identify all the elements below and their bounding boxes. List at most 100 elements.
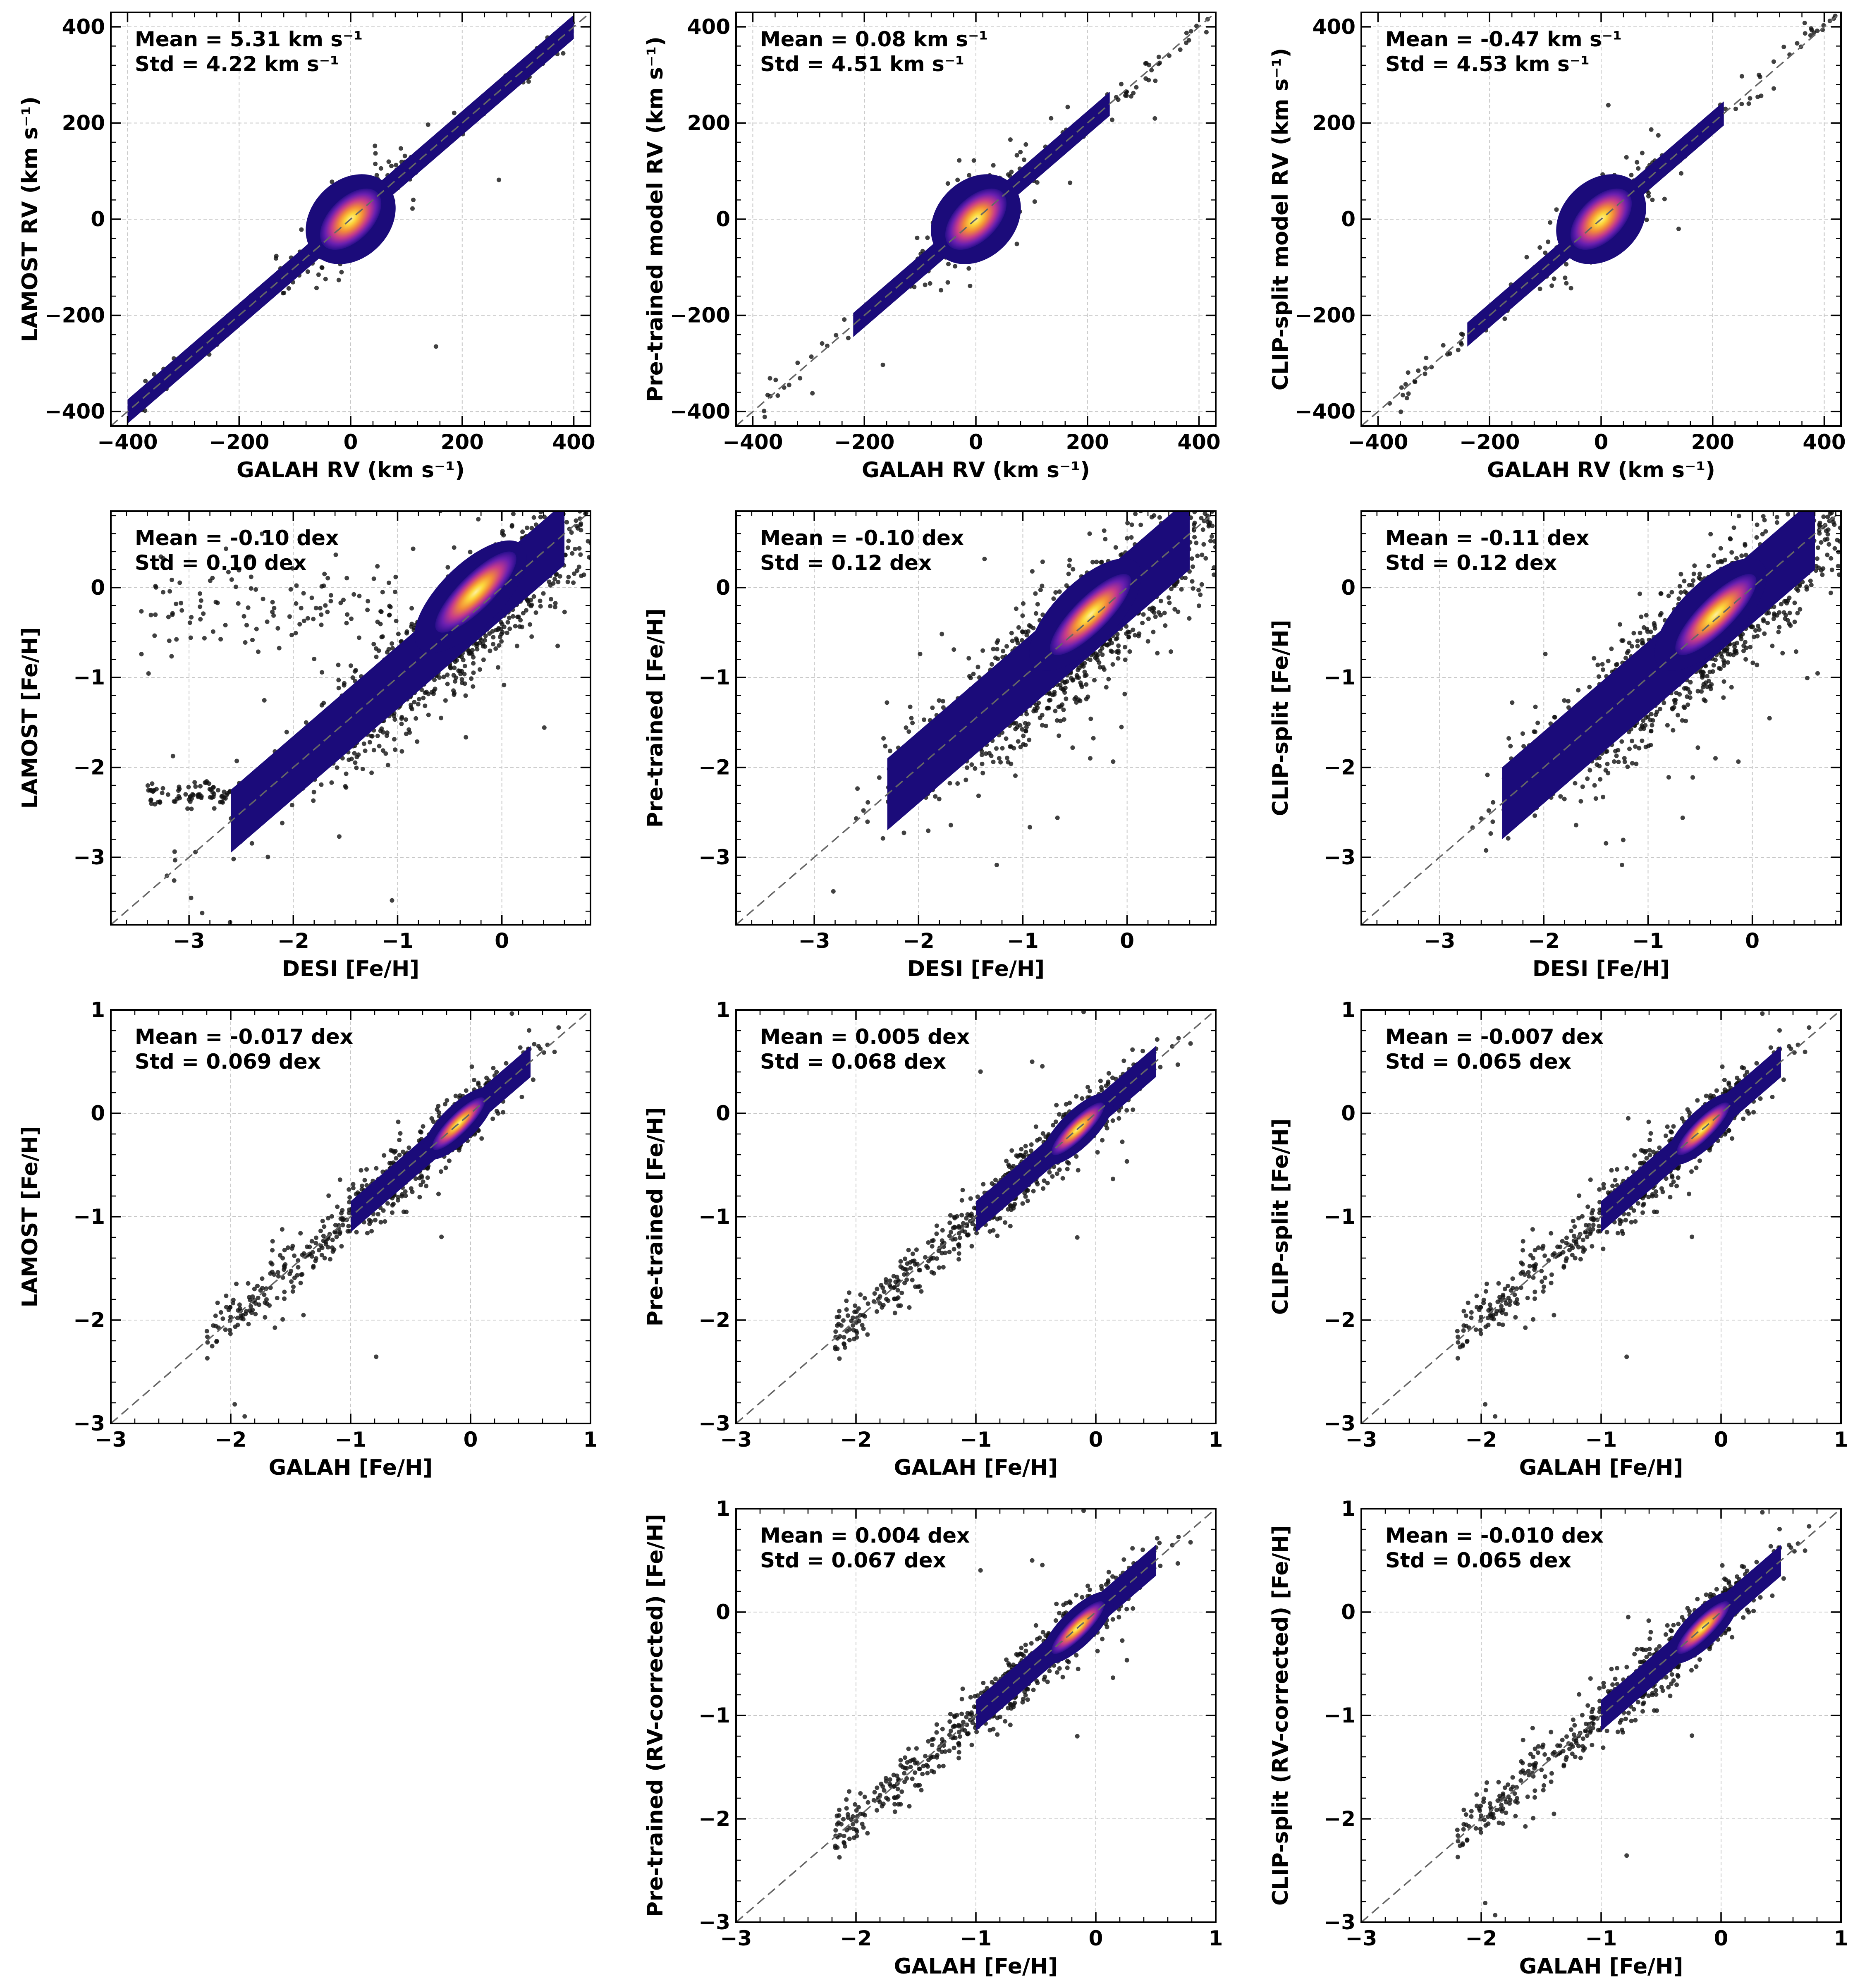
scatter-point: [1622, 759, 1627, 764]
scatter-point: [322, 572, 327, 577]
y-tick-label: −3: [73, 845, 105, 869]
scatter-point: [842, 317, 847, 322]
scatter-point: [1552, 276, 1556, 281]
scatter-point: [202, 636, 207, 641]
scatter-point: [199, 794, 204, 799]
scatter-point: [471, 661, 476, 666]
scatter-point: [411, 197, 416, 202]
scatter-point: [1401, 392, 1405, 397]
scatter-point: [293, 631, 298, 636]
scatter-point: [1155, 651, 1160, 655]
scatter-point: [410, 707, 414, 712]
scatter-point: [1024, 633, 1029, 638]
scatter-point: [1743, 657, 1748, 662]
scatter-point: [569, 530, 574, 535]
scatter-point: [941, 705, 946, 710]
one-to-one-line: [736, 511, 1216, 925]
scatter-point: [229, 577, 234, 582]
scatter-point: [325, 576, 330, 581]
scatter-point: [1677, 584, 1682, 589]
scatter-point: [249, 841, 254, 846]
scatter-point: [212, 806, 217, 811]
scatter-point: [1787, 596, 1792, 600]
scatter-point: [1746, 101, 1751, 106]
y-tick-label: 0: [716, 207, 730, 231]
scatter-point: [187, 620, 192, 625]
scatter-point: [1176, 495, 1181, 499]
scatter-point: [773, 378, 778, 383]
scatter-point: [198, 598, 203, 603]
scatter-point: [1818, 499, 1822, 503]
scatter-point: [452, 665, 457, 670]
scatter-point: [1201, 542, 1206, 547]
scatter-point: [1238, 505, 1243, 510]
scatter-point: [1000, 746, 1005, 751]
scatter-point: [1293, 470, 1297, 475]
scatter-point: [314, 285, 319, 290]
scatter-point: [365, 608, 370, 612]
scatter-point: [354, 755, 359, 759]
scatter-point: [222, 789, 227, 794]
x-axis-label: GALAH RV (km s⁻¹): [237, 458, 465, 483]
scatter-point: [1097, 665, 1102, 670]
scatter-point: [1822, 537, 1827, 542]
scatter-point: [672, 490, 677, 495]
scatter-point: [316, 272, 321, 277]
scatter-point: [415, 739, 420, 744]
scatter-point: [548, 467, 553, 471]
scatter-point: [1638, 591, 1642, 596]
scatter-point: [1109, 469, 1114, 474]
scatter-point: [1485, 773, 1490, 777]
scatter-point: [1578, 799, 1583, 804]
scatter-point: [294, 583, 299, 588]
scatter-point: [1073, 695, 1078, 700]
scatter-point: [237, 568, 241, 573]
scatter-point: [399, 721, 404, 726]
scatter-point: [1537, 245, 1542, 250]
scatter-point: [409, 624, 414, 629]
scatter-point: [1606, 658, 1611, 663]
scatter-point: [210, 629, 215, 634]
scatter-point: [1070, 745, 1075, 750]
scatter-point: [1221, 469, 1226, 473]
scatter-point: [1230, 507, 1234, 512]
scatter-point: [948, 823, 953, 828]
scatter-point: [1024, 712, 1029, 717]
scatter-point: [600, 521, 604, 525]
scatter-point: [311, 617, 316, 622]
scatter-point: [1094, 560, 1099, 565]
scatter-point: [353, 760, 358, 765]
scatter-point: [667, 472, 672, 477]
scatter-point: [1196, 588, 1201, 593]
scatter-point: [1034, 708, 1038, 713]
scatter-point: [433, 344, 438, 349]
y-tick-label: 400: [687, 15, 730, 39]
scatter-point: [1028, 825, 1032, 830]
scatter-point: [402, 153, 407, 158]
scatter-point: [1087, 531, 1092, 536]
scatter-point: [945, 181, 950, 186]
scatter-point: [1502, 316, 1507, 321]
scatter-point: [200, 911, 205, 916]
scatter-point: [1734, 556, 1739, 561]
scatter-point: [1816, 565, 1821, 570]
scatter-point: [299, 605, 304, 610]
scatter-point: [923, 282, 928, 287]
x-tick-label: 200: [1066, 430, 1109, 454]
scatter-point: [290, 566, 295, 571]
scatter-point: [579, 521, 583, 526]
scatter-point: [566, 479, 571, 483]
scatter-point: [491, 642, 495, 646]
scatter-point: [321, 701, 326, 706]
scatter-point: [1152, 513, 1157, 518]
scatter-point: [1619, 739, 1624, 744]
scatter-point: [1030, 569, 1035, 574]
scatter-point: [1040, 584, 1045, 589]
scatter-point: [1459, 342, 1464, 347]
scatter-point: [1631, 631, 1636, 636]
y-tick-label: 0: [91, 576, 105, 600]
scatter-point: [1666, 775, 1671, 780]
scatter-point: [213, 600, 218, 605]
scatter-point: [294, 601, 299, 606]
